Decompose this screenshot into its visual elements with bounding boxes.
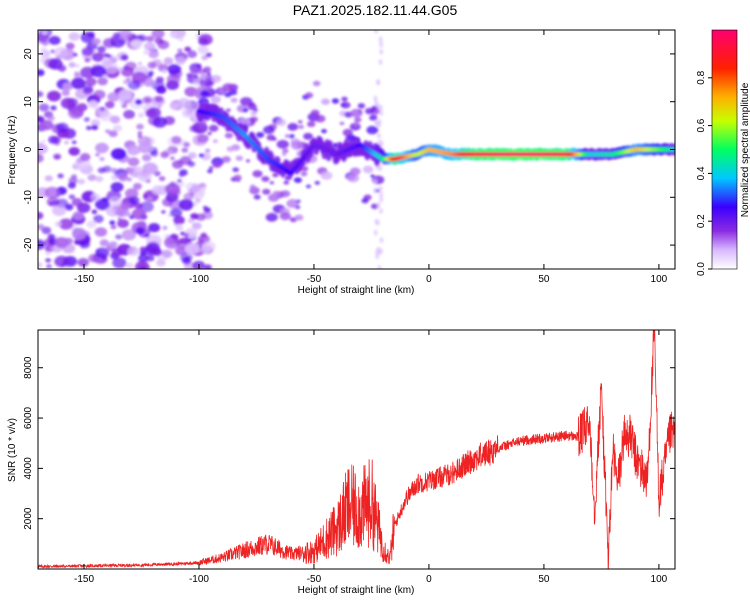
colorbar-gradient (712, 30, 737, 269)
y-tick-label: 8000 (23, 356, 34, 379)
x-tick-label: 50 (538, 574, 550, 585)
x-tick-label: 100 (651, 574, 668, 585)
top-y-axis: -20 -10 0 10 20 (23, 48, 675, 252)
spectral-ridge (196, 102, 675, 178)
top-y-axis-label: Frequency (Hz) (7, 116, 18, 185)
y-tick-label: -10 (23, 190, 34, 205)
colorbar-tick-label: 0.4 (696, 166, 707, 180)
y-tick-label: 0 (23, 146, 34, 152)
x-tick-label: -150 (74, 574, 94, 585)
bottom-y-axis: 2000 4000 6000 8000 (23, 356, 675, 530)
x-tick-label: 0 (426, 574, 432, 585)
x-tick-label: 100 (651, 274, 668, 285)
colorbar-tick-label: 0.6 (696, 118, 707, 132)
x-tick-label: -50 (307, 274, 322, 285)
bottom-x-axis-label: Height of straight line (km) (298, 585, 415, 596)
x-tick-label: 50 (538, 274, 550, 285)
colorbar: 0.0 0.2 0.4 0.6 0.8 Normalized spectral ampl… (696, 29, 750, 276)
y-tick-label: 10 (23, 96, 34, 108)
top-x-axis-label: Height of straight line (km) (298, 285, 415, 296)
y-tick-label: 2000 (23, 507, 34, 530)
bottom-x-axis: -150 -100 -50 0 50 100 (74, 330, 668, 585)
x-tick-label: 0 (426, 274, 432, 285)
colorbar-label: Normalized spectral amplitude (740, 82, 750, 217)
x-tick-label: -150 (74, 274, 94, 285)
colorbar-tick-label: 0.2 (696, 214, 707, 228)
colorbar-ticks: 0.0 0.2 0.4 0.6 0.8 (696, 70, 712, 276)
x-tick-label: -100 (189, 274, 209, 285)
figure-title: PAZ1.2025.182.11.44.G05 (292, 2, 458, 18)
x-tick-label: -100 (189, 574, 209, 585)
bottom-y-axis-label: SNR (10 * v/v) (7, 418, 18, 482)
y-tick-label: -20 (23, 237, 34, 252)
spectrogram-heatmap (38, 30, 675, 269)
snr-panel: -150 -100 -50 0 50 100 2000 4000 6000 8000 Heigh… (7, 329, 676, 596)
y-tick-label: 20 (23, 48, 34, 60)
colorbar-tick-label: 0.8 (696, 70, 707, 84)
snr-series-line (38, 330, 675, 569)
colorbar-tick-label: 0.0 (696, 262, 707, 276)
top-x-axis: -150 -100 -50 0 50 100 (74, 30, 668, 285)
x-tick-label: -50 (307, 574, 322, 585)
y-tick-label: 4000 (23, 457, 34, 480)
y-tick-label: 6000 (23, 406, 34, 429)
